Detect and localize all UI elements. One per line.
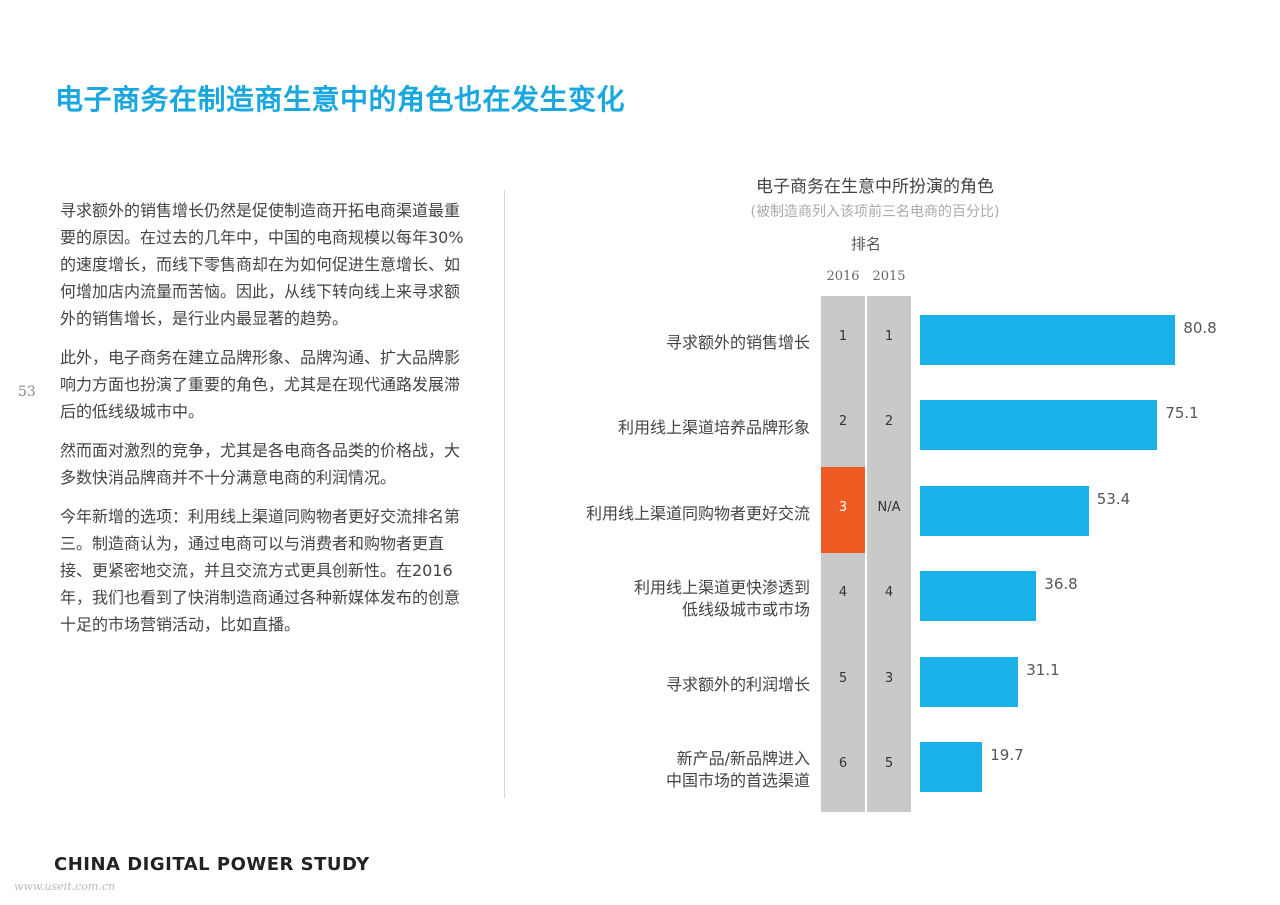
- bar-value-label: 75.1: [1165, 404, 1199, 423]
- chart-subtitle: (被制造商列入该项前三名电商的百分比): [750, 204, 1000, 220]
- column-divider: [504, 190, 505, 798]
- rank-2016-cell: 2: [838, 414, 848, 430]
- category-label: 寻求额外的利润增长: [665, 674, 810, 694]
- category-label: 新产品/新品牌进入 中国市场的首选渠道: [665, 749, 810, 791]
- bar: [920, 571, 1037, 622]
- bar-value-label: 80.8: [1183, 318, 1217, 337]
- paragraph: 此外，电子商务在建立品牌形象、品牌沟通、扩大品牌影响力方面也扮演了重要的角色，尤…: [60, 348, 461, 421]
- chart-title: 电子商务在生意中所扮演的角色: [756, 177, 994, 197]
- rank-2015-cell: 5: [884, 756, 894, 772]
- bar-value-label: 53.4: [1096, 489, 1131, 508]
- body-text: 寻求额外的销售增长仍然是促使制造商开拓电商渠道最重要的原因。在过去的几年中，中国…: [60, 197, 465, 650]
- rank-year-2016: 2016: [826, 269, 860, 284]
- bar-value-label: 31.1: [1026, 660, 1060, 679]
- rank-highlight: [821, 467, 865, 553]
- bar: [920, 314, 1176, 365]
- rank-2016-cell: 4: [838, 585, 848, 601]
- bar-value-label: 19.7: [990, 746, 1024, 765]
- paragraph: 今年新增的选项：利用线上渠道同购物者更好交流排名第三。制造商认为，通过电商可以与…: [60, 507, 461, 634]
- rank-year-2015: 2015: [872, 269, 906, 284]
- bar: [920, 656, 1019, 707]
- rank-column-2016: [821, 296, 865, 812]
- bar-value-label: 36.8: [1044, 575, 1078, 594]
- rank-column-2015: [867, 296, 911, 812]
- rank-2015-cell: 1: [884, 328, 894, 344]
- rank-2015-cell: 3: [884, 670, 894, 686]
- bar: [920, 742, 983, 793]
- rank-2016-cell: 3: [838, 499, 848, 515]
- category-label: 利用线上渠道培养品牌形象: [617, 418, 810, 438]
- page-number: 53: [18, 384, 36, 400]
- category-label: 利用线上渠道更快渗透到 低线级城市或市场: [633, 578, 810, 620]
- rank-header: 排名: [850, 235, 881, 253]
- rank-2015-cell: 4: [884, 585, 894, 601]
- rank-2015-cell: 2: [884, 414, 894, 430]
- watermark: www.useit.com.cn: [14, 880, 116, 893]
- paragraph: 寻求额外的销售增长仍然是促使制造商开拓电商渠道最重要的原因。在过去的几年中，中国…: [60, 201, 464, 328]
- paragraph: 然而面对激烈的竞争，尤其是各电商各品类的价格战，大多数快消品牌商并不十分满意电商…: [60, 441, 461, 487]
- footer-brand: CHINA DIGITAL POWER STUDY: [54, 854, 370, 875]
- bar: [920, 485, 1089, 536]
- rank-2015-cell: N/A: [877, 499, 901, 515]
- page-title: 电子商务在制造商生意中的角色也在发生变化: [55, 83, 626, 116]
- rank-2016-cell: 5: [838, 670, 848, 686]
- rank-2016-cell: 6: [838, 756, 848, 772]
- bar: [920, 400, 1158, 451]
- category-label: 寻求额外的销售增长: [665, 332, 810, 352]
- category-label: 利用线上渠道同购物者更好交流: [585, 503, 810, 523]
- rank-2016-cell: 1: [838, 328, 848, 344]
